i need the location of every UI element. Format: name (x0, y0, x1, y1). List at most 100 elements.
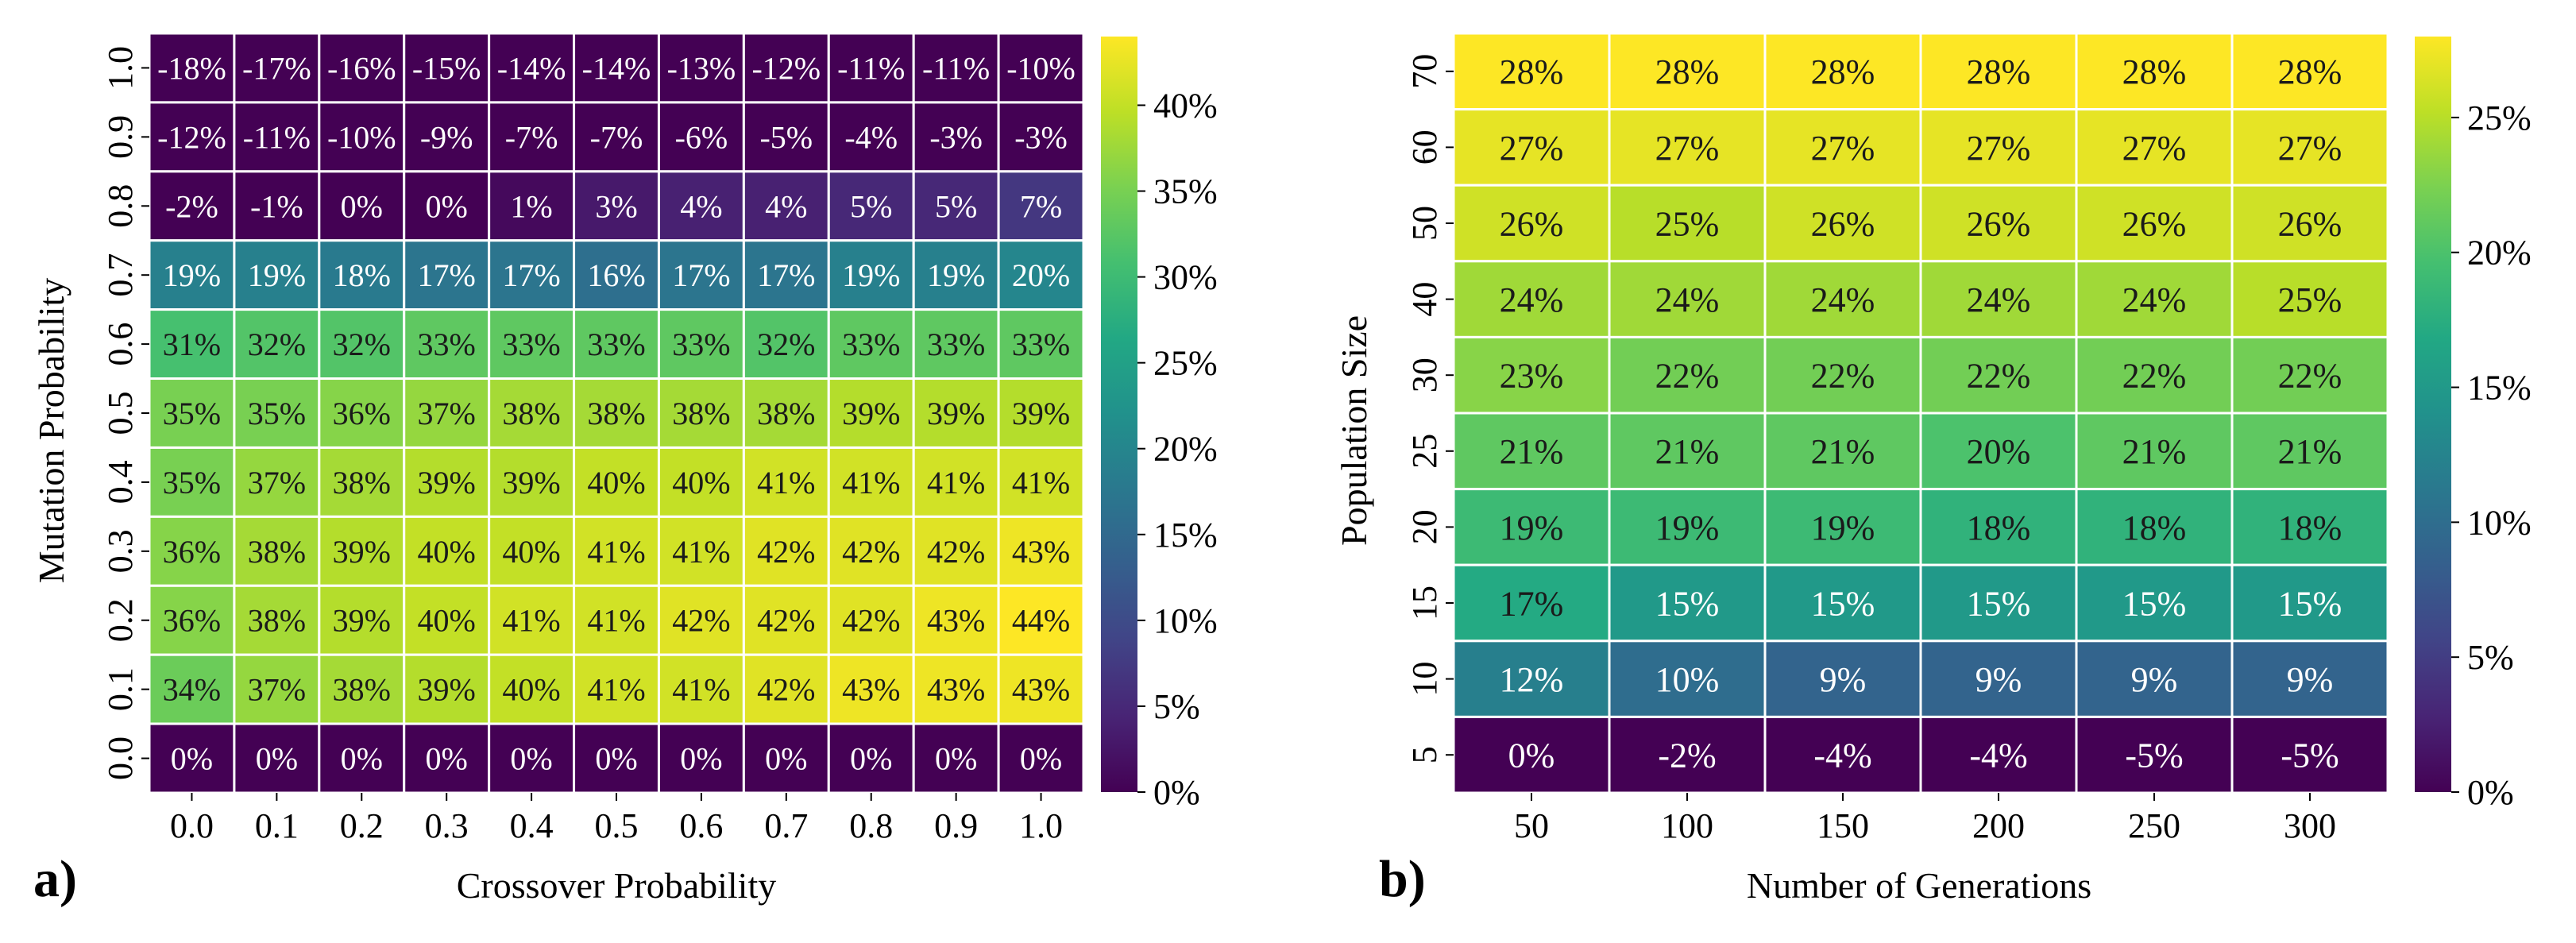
heatmap-cell (148, 515, 236, 587)
cell-value-label: 0% (341, 188, 383, 224)
cell-value-label: 0% (510, 741, 552, 777)
cell-value-label: 24% (1967, 280, 2031, 319)
heatmap-cell (827, 446, 915, 518)
cell-value-label: 27% (2122, 129, 2187, 168)
cell-value-label: 27% (1500, 129, 1564, 168)
colorbar-tick-label: 5% (1153, 687, 1200, 726)
cell-value-label: -2% (1658, 736, 1716, 775)
cell-value-label: 42% (927, 534, 985, 570)
heatmap-cell (827, 653, 915, 725)
cell-value-label: 38% (248, 534, 306, 570)
cell-value-label: 27% (2278, 129, 2342, 168)
cell-value-label: 0% (341, 741, 383, 777)
heatmap-cell (997, 515, 1085, 587)
heatmap-cell (148, 377, 236, 449)
cell-value-label: 44% (1012, 603, 1070, 639)
heatmap-cell (2075, 335, 2234, 415)
colorbar-tick-label: 40% (1153, 86, 1218, 125)
cell-value-label: 4% (765, 188, 807, 224)
cell-value-label: 42% (672, 603, 730, 639)
cell-value-label: 38% (248, 603, 306, 639)
cell-value-label: -4% (1969, 736, 2027, 775)
x-tick-label: 0.4 (510, 806, 554, 845)
heatmap-cell (488, 722, 576, 794)
heatmap-cell (488, 515, 576, 587)
cell-value-label: 37% (248, 465, 306, 500)
cell-value-label: 9% (1820, 660, 1867, 699)
x-tick-label: 0.7 (764, 806, 808, 845)
cell-value-label: -3% (929, 119, 983, 155)
colorbar-tick-label: 0% (1153, 773, 1200, 812)
x-tick-label: 250 (2128, 806, 2180, 845)
y-tick-label: 20 (1405, 509, 1444, 544)
x-tick-label: 150 (1817, 806, 1869, 845)
heatmap-cell (912, 446, 1000, 518)
cell-value-label: 38% (333, 465, 391, 500)
heatmap-cell (827, 584, 915, 656)
cell-value-label: 0% (680, 741, 722, 777)
cell-value-label: 37% (418, 396, 476, 431)
cell-value-label: 33% (502, 327, 560, 362)
heatmap-cell (2075, 488, 2234, 566)
cell-value-label: 9% (2131, 660, 2178, 699)
cell-value-label: 26% (2122, 204, 2187, 243)
cell-value-label: -9% (420, 119, 473, 155)
cell-value-label: 33% (587, 327, 645, 362)
cell-value-label: -15% (412, 50, 481, 86)
heatmap-cell (912, 584, 1000, 656)
cell-value-label: 39% (418, 672, 476, 708)
cell-value-label: -11% (243, 119, 311, 155)
cell-value-label: 38% (587, 396, 645, 431)
cell-value-label: 0% (426, 188, 468, 224)
cell-value-label: 39% (333, 534, 391, 570)
y-tick-label: 50 (1405, 206, 1444, 241)
cell-value-label: 38% (333, 672, 391, 708)
heatmap-cell (1608, 412, 1767, 491)
cell-value-label: 43% (1012, 672, 1070, 708)
x-tick-label: 0.1 (255, 806, 299, 845)
colorbar-tick-label: 15% (2467, 369, 2532, 408)
cell-value-label: 41% (672, 534, 730, 570)
heatmap-cell (573, 32, 660, 104)
heatmap-cell (742, 515, 830, 587)
cell-value-label: 38% (672, 396, 730, 431)
cell-value-label: 40% (502, 672, 560, 708)
heatmap-cell (1763, 640, 1922, 718)
cell-value-label: -10% (327, 119, 396, 155)
y-tick-label: 0.5 (101, 392, 140, 435)
heatmap-cell (1608, 640, 1767, 718)
colorbar-tick-label: 15% (1153, 516, 1218, 555)
heatmap-cell (1919, 32, 2078, 111)
heatmap-cell (573, 446, 660, 518)
heatmap-cell (403, 515, 491, 587)
heatmap-cell (573, 308, 660, 381)
cell-value-label: -7% (590, 119, 643, 155)
cell-value-label: 24% (2122, 280, 2187, 319)
cell-value-label: 42% (842, 603, 900, 639)
cell-value-label: 41% (757, 465, 815, 500)
colorbar-tick-label: 10% (2467, 503, 2532, 542)
heatmap-cell (148, 308, 236, 381)
cell-value-label: 19% (1655, 508, 1720, 547)
cell-value-label: 18% (2122, 508, 2187, 547)
cell-value-label: 41% (1012, 465, 1070, 500)
heatmap-cell (1763, 412, 1922, 491)
heatmap-cell (1763, 32, 1922, 111)
heatmap-cell (912, 32, 1000, 104)
heatmap-cell (657, 446, 745, 518)
cell-value-label: -1% (250, 188, 303, 224)
cell-value-label: 17% (418, 257, 476, 293)
cell-value-label: 0% (426, 741, 468, 777)
cell-value-label: 39% (333, 603, 391, 639)
colorbar-a (1101, 37, 1137, 792)
heatmap-cell (233, 446, 321, 518)
cell-value-label: 19% (248, 257, 306, 293)
cell-value-label: 22% (1655, 357, 1720, 396)
cell-value-label: 0% (765, 741, 807, 777)
y-tick-label: 0.2 (101, 598, 140, 642)
heatmap-cell (488, 101, 576, 173)
cell-value-label: 0% (171, 741, 213, 777)
cell-value-label: 17% (1500, 584, 1564, 623)
heatmap-cell (742, 32, 830, 104)
x-tick-label: 0.9 (934, 806, 978, 845)
